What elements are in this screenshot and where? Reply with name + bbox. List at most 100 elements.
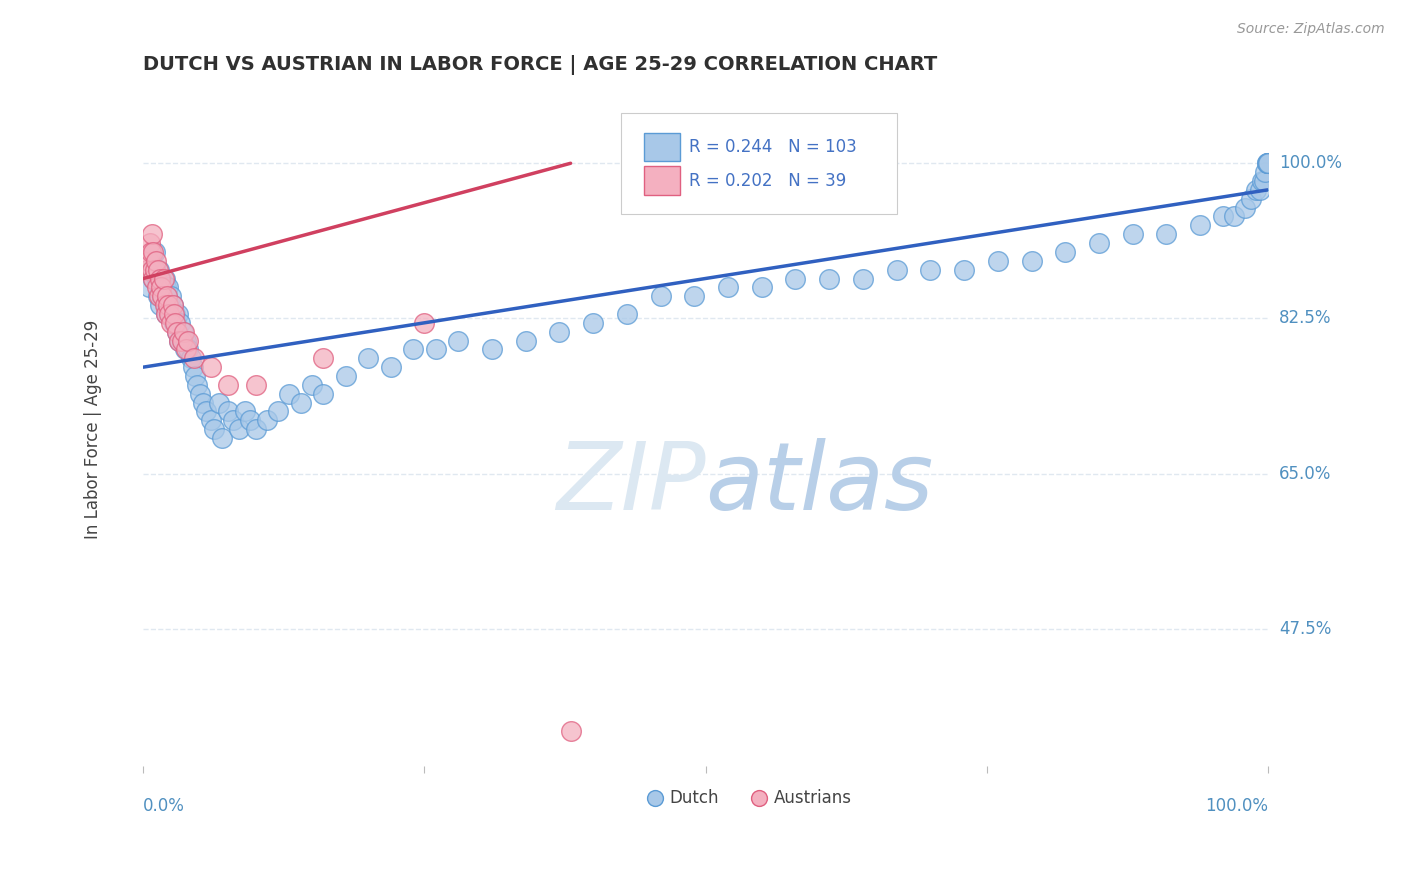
Point [163, 307, 186, 321]
Point [149, 271, 172, 285]
Point [162, 298, 184, 312]
Point [217, 377, 239, 392]
Point [1257, 156, 1279, 170]
Point [141, 262, 163, 277]
Point [920, 262, 942, 277]
Point [169, 334, 191, 348]
Point [278, 386, 301, 401]
Point [177, 343, 200, 357]
Point [138, 253, 160, 268]
Point [146, 262, 169, 277]
Point [290, 395, 312, 409]
Point [200, 413, 222, 427]
Point [515, 334, 537, 348]
Text: 82.5%: 82.5% [1279, 310, 1331, 327]
Point [170, 334, 193, 348]
Point [1223, 210, 1246, 224]
Point [188, 386, 211, 401]
Point [153, 271, 176, 285]
Point [148, 289, 170, 303]
Point [141, 244, 163, 259]
Point [139, 235, 162, 250]
Point [717, 280, 740, 294]
Point [200, 360, 222, 375]
Point [650, 289, 672, 303]
Point [245, 377, 267, 392]
Point [160, 307, 183, 321]
Point [174, 334, 197, 348]
Point [785, 271, 807, 285]
Point [357, 351, 380, 366]
Text: atlas: atlas [706, 438, 934, 529]
Point [156, 289, 179, 303]
Point [751, 280, 773, 294]
Point [152, 271, 174, 285]
Point [157, 307, 180, 321]
Point [267, 404, 290, 418]
Point [184, 369, 207, 384]
Point [239, 413, 262, 427]
Point [149, 280, 172, 294]
Point [1257, 156, 1279, 170]
Point [150, 271, 173, 285]
Point [157, 298, 180, 312]
Point [335, 369, 357, 384]
FancyBboxPatch shape [644, 133, 679, 161]
Point [143, 244, 166, 259]
Point [165, 316, 187, 330]
Point [169, 316, 191, 330]
Text: In Labor Force | Age 25-29: In Labor Force | Age 25-29 [84, 319, 101, 539]
Point [169, 334, 191, 348]
Point [181, 360, 204, 375]
Point [173, 334, 195, 348]
Point [1234, 201, 1257, 215]
Point [141, 227, 163, 242]
Point [142, 271, 165, 285]
Point [157, 280, 180, 294]
Point [160, 316, 183, 330]
Point [301, 377, 323, 392]
Point [1251, 174, 1274, 188]
Point [1240, 192, 1263, 206]
Point [245, 422, 267, 436]
Point [425, 343, 447, 357]
Point [1054, 244, 1077, 259]
Point [1256, 156, 1278, 170]
Point [683, 289, 706, 303]
Text: Dutch: Dutch [669, 789, 718, 806]
Point [173, 325, 195, 339]
Point [138, 280, 160, 294]
Text: Source: ZipAtlas.com: Source: ZipAtlas.com [1237, 22, 1385, 37]
Point [1256, 156, 1278, 170]
Text: 65.0%: 65.0% [1279, 465, 1331, 483]
Point [142, 244, 165, 259]
Text: Austrians: Austrians [775, 789, 852, 806]
Point [180, 351, 202, 366]
Point [174, 343, 197, 357]
Point [560, 723, 582, 738]
Point [211, 431, 233, 445]
Point [1253, 174, 1275, 188]
Point [146, 271, 169, 285]
Point [152, 280, 174, 294]
Point [195, 404, 218, 418]
Point [152, 289, 174, 303]
Point [163, 316, 186, 330]
Point [191, 395, 214, 409]
Point [142, 271, 165, 285]
Point [155, 298, 177, 312]
Point [155, 307, 177, 321]
Point [953, 262, 976, 277]
Text: DUTCH VS AUSTRIAN IN LABOR FORCE | AGE 25-29 CORRELATION CHART: DUTCH VS AUSTRIAN IN LABOR FORCE | AGE 2… [143, 55, 938, 75]
Point [153, 298, 176, 312]
Point [402, 343, 425, 357]
Point [222, 413, 245, 427]
Point [157, 298, 180, 312]
Point [818, 271, 841, 285]
Point [172, 325, 194, 339]
Text: R = 0.244   N = 103: R = 0.244 N = 103 [689, 138, 856, 156]
Point [1249, 183, 1271, 197]
Point [987, 253, 1010, 268]
Point [145, 253, 167, 268]
Point [156, 289, 179, 303]
